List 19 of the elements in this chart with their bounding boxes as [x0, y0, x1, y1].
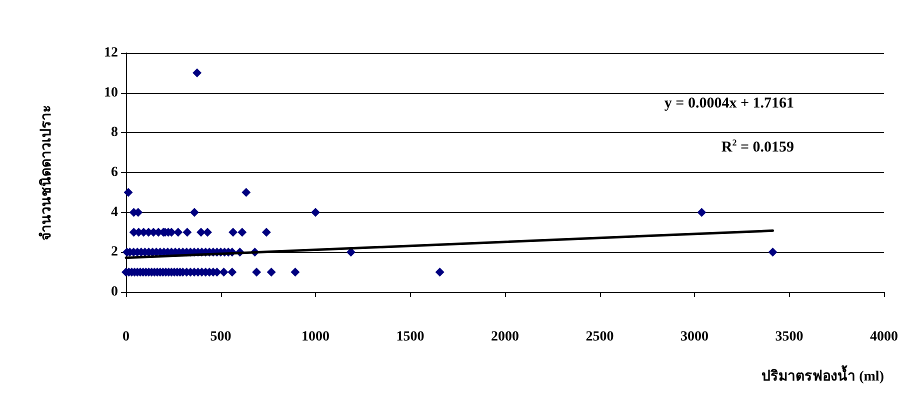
x-tick-label: 2000: [491, 330, 519, 344]
y-tick-label: 10: [104, 85, 118, 100]
y-tick-label: 8: [111, 125, 118, 140]
y-tick-label: 12: [104, 46, 118, 60]
x-tick-label: 3500: [775, 330, 804, 344]
x-axis-title: ปริมาตรฟองน้ำ (ml): [762, 364, 884, 384]
x-tick-label: 1000: [302, 330, 330, 344]
x-tick-label: 4000: [870, 330, 898, 344]
x-tick-label: 0: [122, 330, 130, 344]
annotation: y = 0.0004x + 1.7161: [664, 96, 794, 112]
y-tick-label: 2: [111, 244, 118, 260]
y-tick-label: 6: [111, 165, 118, 180]
x-tick-label: 3000: [680, 330, 708, 344]
x-tick-label: 500: [210, 330, 232, 344]
y-tick-label: 0: [111, 284, 118, 300]
y-tick-label: 4: [111, 204, 118, 220]
x-tick-label: 2500: [586, 330, 614, 344]
x-tick-label: 1500: [396, 330, 424, 344]
y-axis-title: จำนวนชนิดดาวเปราะ: [38, 104, 54, 240]
